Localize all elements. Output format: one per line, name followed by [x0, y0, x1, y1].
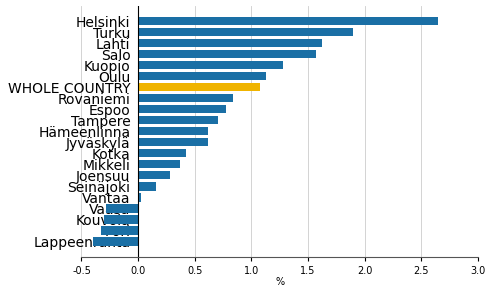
- Bar: [107, 204, 138, 212]
- X-axis label: %: %: [275, 277, 284, 287]
- Bar: [138, 182, 156, 190]
- Bar: [138, 39, 322, 47]
- Bar: [93, 237, 138, 246]
- Bar: [138, 83, 260, 91]
- Bar: [138, 138, 208, 146]
- Bar: [138, 160, 180, 168]
- Bar: [138, 94, 233, 102]
- Bar: [138, 28, 353, 36]
- Bar: [138, 116, 218, 125]
- Bar: [138, 61, 283, 69]
- Bar: [101, 226, 138, 235]
- Bar: [138, 72, 266, 80]
- Bar: [138, 50, 316, 58]
- Bar: [138, 149, 186, 157]
- Bar: [138, 127, 208, 135]
- Bar: [104, 215, 138, 224]
- Bar: [138, 193, 141, 202]
- Bar: [138, 105, 226, 113]
- Bar: [138, 17, 438, 25]
- Bar: [138, 171, 170, 180]
